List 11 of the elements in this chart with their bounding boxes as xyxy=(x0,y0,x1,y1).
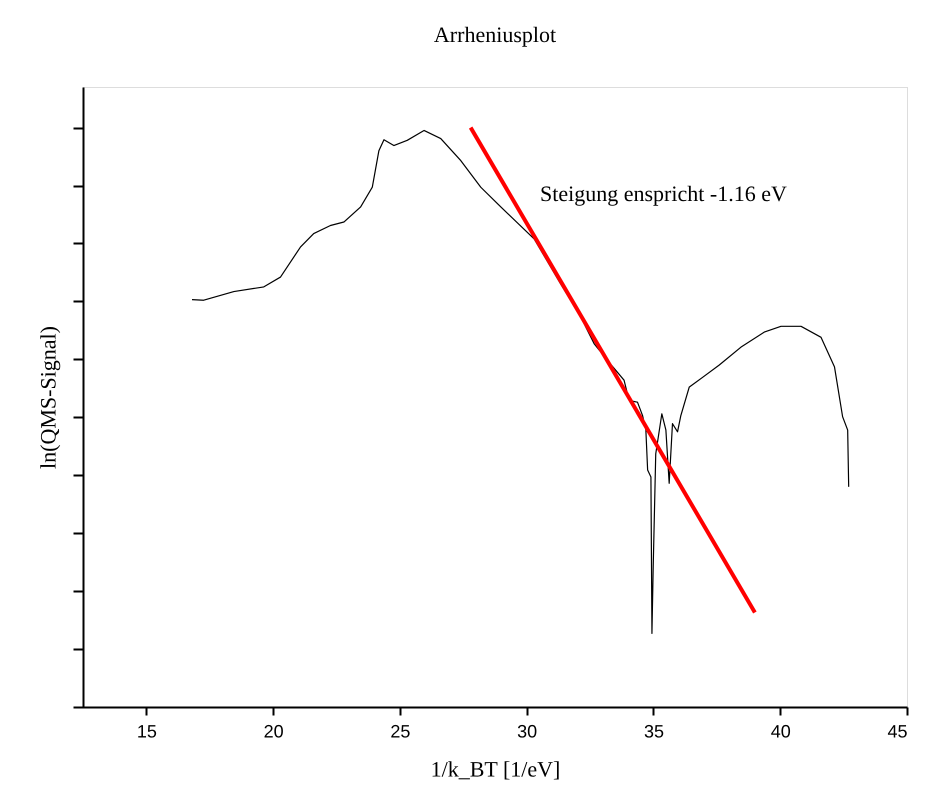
x-tick-label: 30 xyxy=(517,722,538,742)
x-tick-label: 25 xyxy=(390,722,410,742)
chart-title: Arrheniusplot xyxy=(434,22,556,47)
x-axis-title: 1/k_BT [1/eV] xyxy=(430,756,560,782)
x-tick-label: 35 xyxy=(644,722,664,742)
x-tick-label: 40 xyxy=(770,722,791,742)
x-tick-label: 15 xyxy=(136,722,157,742)
x-tick-label: 45 xyxy=(887,722,908,742)
annotation: Steigung enspricht -1.16 eV xyxy=(540,181,787,206)
x-tick-label: 20 xyxy=(264,722,284,742)
y-axis-title: ln(QMS-Signal) xyxy=(36,326,60,469)
